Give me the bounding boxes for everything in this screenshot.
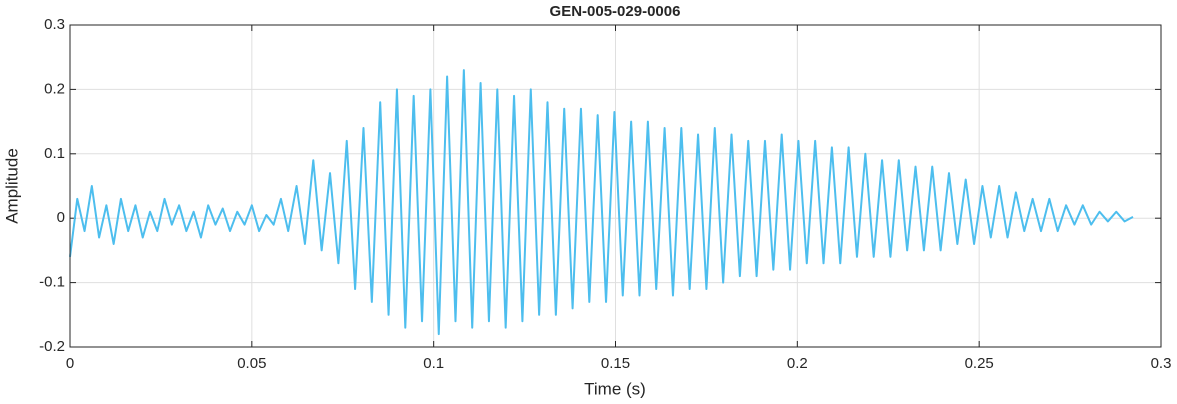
y-tick-label: 0 — [57, 209, 65, 226]
x-tick-label: 0.25 — [965, 355, 994, 372]
x-tick-label: 0.15 — [601, 355, 630, 372]
x-tick-label: 0.2 — [787, 355, 808, 372]
y-tick-label: -0.1 — [39, 274, 65, 291]
y-tick-label: 0.2 — [44, 80, 65, 97]
x-tick-label: 0.1 — [423, 355, 444, 372]
x-tick-label: 0.3 — [1151, 355, 1172, 372]
y-tick-label: 0.3 — [44, 16, 65, 33]
x-tick-label: 0 — [66, 355, 74, 372]
waveform-line — [69, 69, 1134, 336]
y-tick-label: 0.1 — [44, 145, 65, 162]
y-tick-label: -0.2 — [39, 338, 65, 355]
x-axis-label: Time (s) — [584, 379, 646, 398]
chart-title: GEN-005-029-0006 — [550, 3, 681, 20]
plot-frame — [69, 24, 1162, 348]
x-tick-label: 0.05 — [237, 355, 266, 372]
y-axis-label: Amplitude — [2, 148, 21, 224]
